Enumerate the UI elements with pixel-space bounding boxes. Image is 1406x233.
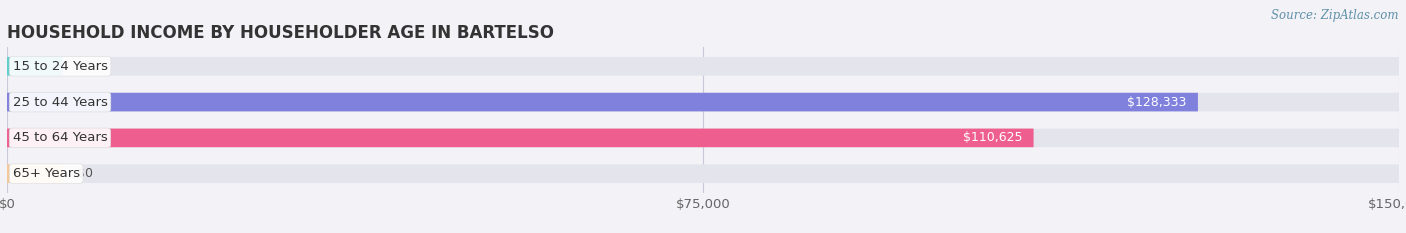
Text: Source: ZipAtlas.com: Source: ZipAtlas.com [1271,9,1399,22]
FancyBboxPatch shape [7,129,1033,147]
FancyBboxPatch shape [7,164,63,183]
FancyBboxPatch shape [7,93,1399,111]
Text: 65+ Years: 65+ Years [13,167,80,180]
FancyBboxPatch shape [7,93,1198,111]
FancyBboxPatch shape [7,164,1399,183]
Text: 15 to 24 Years: 15 to 24 Years [13,60,108,73]
FancyBboxPatch shape [7,129,1399,147]
Text: $0: $0 [77,60,93,73]
Text: HOUSEHOLD INCOME BY HOUSEHOLDER AGE IN BARTELSO: HOUSEHOLD INCOME BY HOUSEHOLDER AGE IN B… [7,24,554,42]
FancyBboxPatch shape [7,57,63,75]
FancyBboxPatch shape [7,57,1399,75]
Text: $0: $0 [77,167,93,180]
Text: $110,625: $110,625 [963,131,1022,144]
Text: 45 to 64 Years: 45 to 64 Years [13,131,107,144]
Text: $128,333: $128,333 [1128,96,1187,109]
Text: 25 to 44 Years: 25 to 44 Years [13,96,107,109]
